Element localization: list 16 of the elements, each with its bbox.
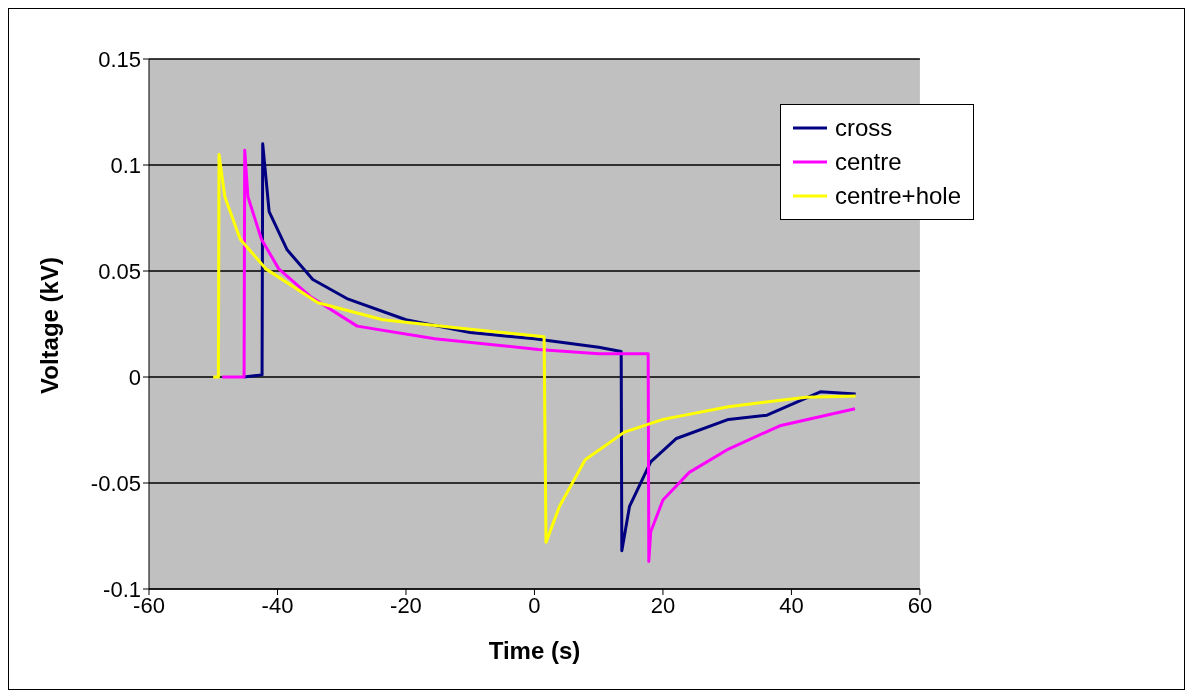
x-tick-label: 60: [907, 592, 933, 618]
y-tick-label: 0: [128, 364, 141, 390]
x-tick-label: -40: [261, 592, 294, 618]
y-tick-label: 0.1: [110, 152, 141, 178]
x-tick-label: 0: [528, 592, 541, 618]
y-axis-title: Voltage (kV): [35, 257, 63, 394]
y-tick-label: -0.05: [90, 470, 141, 496]
x-tick-label: -20: [390, 592, 422, 618]
legend-label: centre: [834, 147, 902, 177]
x-axis-title: Time (s): [488, 637, 581, 664]
legend-label: cross: [834, 113, 893, 143]
y-tick-label: 0.15: [98, 46, 141, 72]
x-tick-label: 40: [779, 592, 804, 618]
x-tick-label: 20: [650, 592, 676, 618]
legend-label: centre+hole: [834, 181, 961, 211]
y-tick-label: 0.05: [98, 258, 141, 284]
